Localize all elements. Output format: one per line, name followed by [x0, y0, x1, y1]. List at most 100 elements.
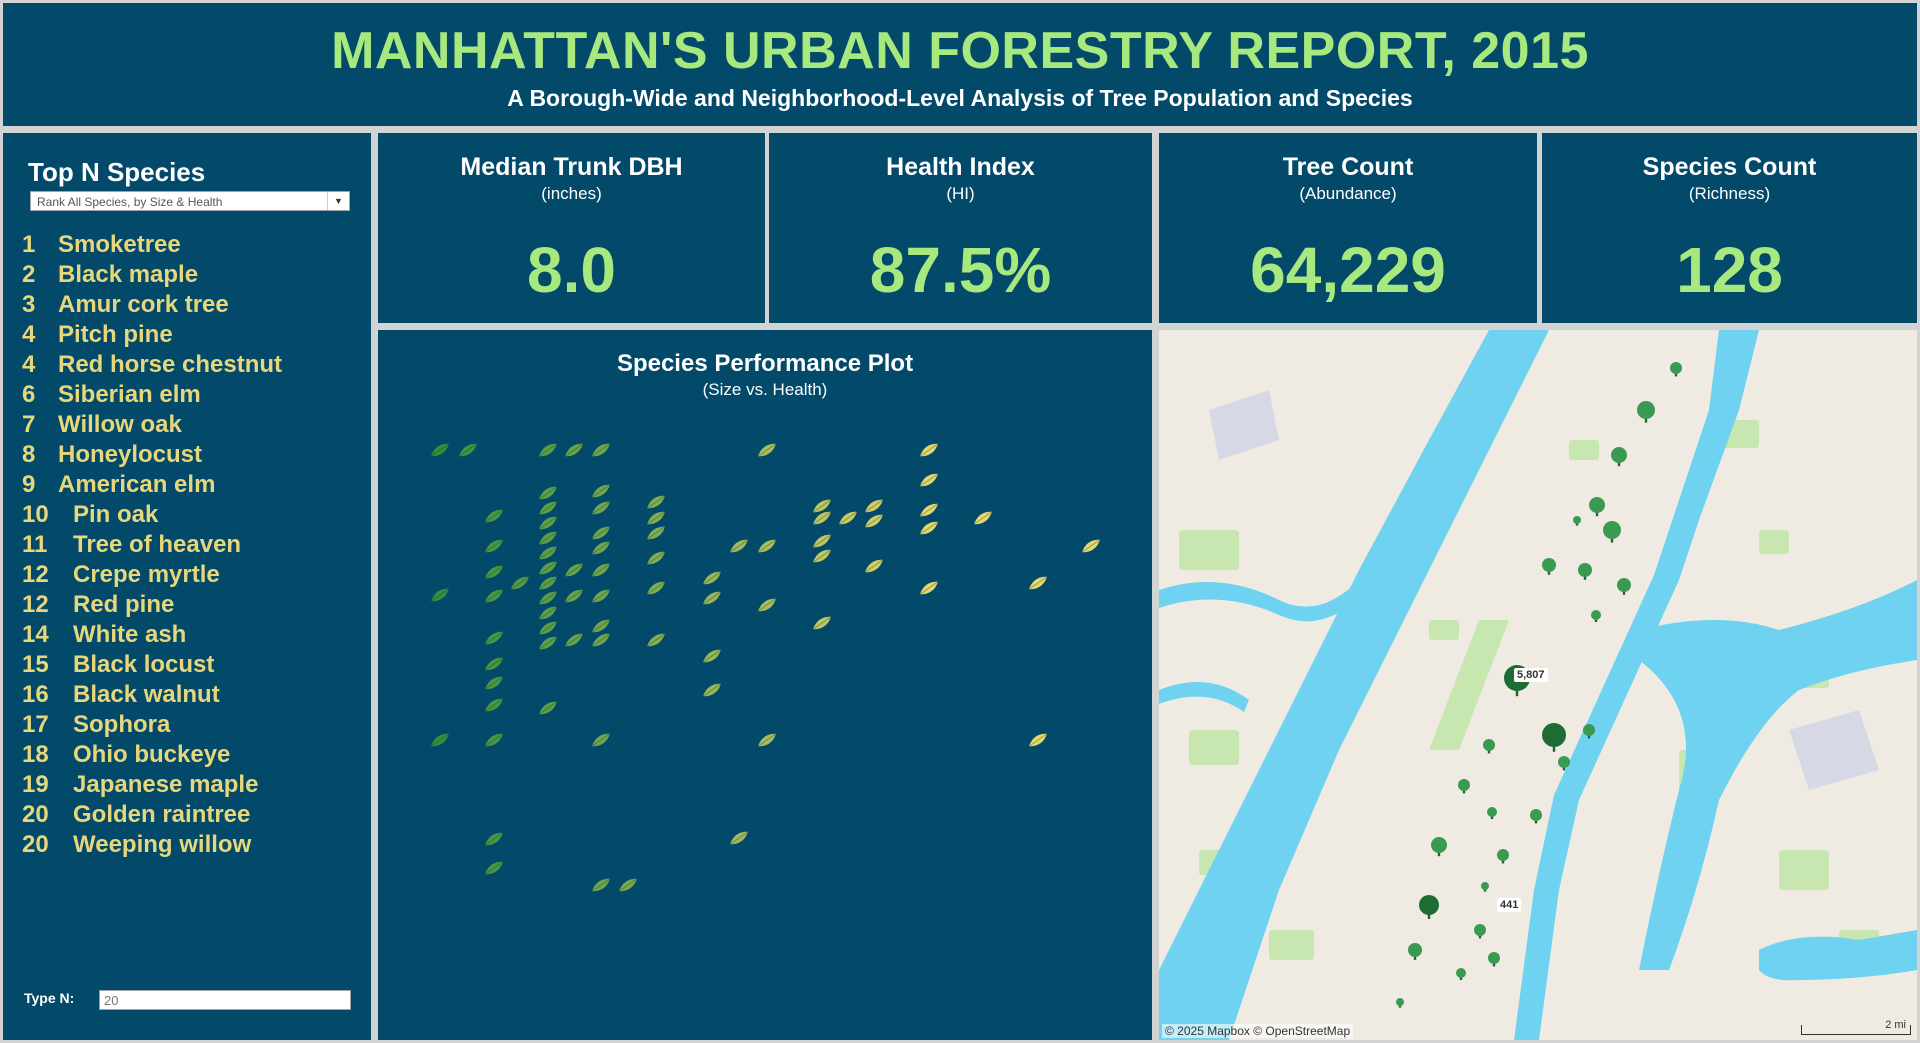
leaf-icon[interactable]: [483, 829, 506, 848]
leaf-icon[interactable]: [918, 470, 941, 489]
tree-icon[interactable]: [1408, 943, 1422, 960]
leaf-icon[interactable]: [457, 440, 480, 459]
leaf-icon[interactable]: [918, 578, 941, 597]
leaf-icon[interactable]: [918, 440, 941, 459]
species-list-item[interactable]: 10 Pin oak: [3, 501, 371, 531]
leaf-icon[interactable]: [509, 573, 532, 592]
leaf-icon[interactable]: [590, 523, 613, 542]
leaf-icon[interactable]: [537, 528, 560, 547]
tree-icon[interactable]: [1488, 952, 1500, 967]
leaf-icon[interactable]: [483, 586, 506, 605]
leaf-icon[interactable]: [483, 695, 506, 714]
leaf-icon[interactable]: [483, 654, 506, 673]
tree-icon[interactable]: [1474, 924, 1486, 939]
leaf-icon[interactable]: [483, 562, 506, 581]
leaf-icon[interactable]: [537, 543, 560, 562]
species-list-item[interactable]: 2 Black maple: [3, 261, 371, 291]
species-list-item[interactable]: 17 Sophora: [3, 711, 371, 741]
leaf-icon[interactable]: [537, 558, 560, 577]
tree-icon[interactable]: [1481, 882, 1489, 892]
tree-icon[interactable]: [1542, 723, 1566, 752]
leaf-icon[interactable]: [811, 496, 834, 515]
leaf-icon[interactable]: [701, 588, 724, 607]
tree-icon[interactable]: [1487, 807, 1497, 819]
leaf-icon[interactable]: [563, 630, 586, 649]
map-canvas[interactable]: [1159, 330, 1917, 1040]
leaf-icon[interactable]: [537, 633, 560, 652]
leaf-icon[interactable]: [811, 613, 834, 632]
leaf-icon[interactable]: [537, 573, 560, 592]
leaf-icon[interactable]: [645, 630, 668, 649]
leaf-icon[interactable]: [811, 531, 834, 550]
leaf-icon[interactable]: [645, 523, 668, 542]
leaf-icon[interactable]: [918, 500, 941, 519]
species-list-item[interactable]: 8 Honeylocust: [3, 441, 371, 471]
leaf-icon[interactable]: [483, 628, 506, 647]
tree-icon[interactable]: [1637, 401, 1655, 423]
species-list-item[interactable]: 12 Crepe myrtle: [3, 561, 371, 591]
neighborhood-map[interactable]: 5,807 441 © 2025 Mapbox © OpenStreetMap …: [1159, 330, 1917, 1040]
leaf-icon[interactable]: [590, 875, 613, 894]
leaf-icon[interactable]: [563, 586, 586, 605]
leaf-icon[interactable]: [429, 440, 452, 459]
leaf-icon[interactable]: [429, 585, 452, 604]
leaf-icon[interactable]: [537, 603, 560, 622]
leaf-icon[interactable]: [590, 538, 613, 557]
species-list-item[interactable]: 15 Black locust: [3, 651, 371, 681]
species-list-item[interactable]: 9 American elm: [3, 471, 371, 501]
tree-icon[interactable]: [1589, 497, 1605, 517]
leaf-icon[interactable]: [590, 630, 613, 649]
leaf-icon[interactable]: [701, 680, 724, 699]
tree-icon[interactable]: [1591, 610, 1601, 622]
leaf-icon[interactable]: [590, 730, 613, 749]
tree-icon[interactable]: [1611, 447, 1627, 467]
leaf-icon[interactable]: [645, 492, 668, 511]
leaf-icon[interactable]: [645, 578, 668, 597]
tree-icon[interactable]: [1497, 849, 1509, 864]
leaf-icon[interactable]: [1027, 730, 1050, 749]
leaf-icon[interactable]: [972, 508, 995, 527]
leaf-icon[interactable]: [645, 508, 668, 527]
species-list-item[interactable]: 20 Weeping willow: [3, 831, 371, 861]
leaf-icon[interactable]: [483, 730, 506, 749]
leaf-icon[interactable]: [837, 508, 860, 527]
leaf-icon[interactable]: [483, 673, 506, 692]
leaf-icon[interactable]: [863, 511, 886, 530]
leaf-icon[interactable]: [537, 588, 560, 607]
species-list-item[interactable]: 3 Amur cork tree: [3, 291, 371, 321]
leaf-icon[interactable]: [701, 568, 724, 587]
species-list-item[interactable]: 14 White ash: [3, 621, 371, 651]
leaf-icon[interactable]: [483, 858, 506, 877]
tree-icon[interactable]: [1542, 558, 1556, 575]
leaf-icon[interactable]: [617, 875, 640, 894]
leaf-icon[interactable]: [645, 548, 668, 567]
leaf-icon[interactable]: [537, 440, 560, 459]
tree-icon[interactable]: [1456, 968, 1466, 980]
leaf-icon[interactable]: [918, 518, 941, 537]
leaf-icon[interactable]: [728, 536, 751, 555]
tree-icon[interactable]: [1583, 724, 1595, 739]
tree-icon[interactable]: [1419, 895, 1439, 919]
species-list-item[interactable]: 16 Black walnut: [3, 681, 371, 711]
tree-icon[interactable]: [1603, 521, 1621, 543]
leaf-icon[interactable]: [537, 483, 560, 502]
leaf-icon[interactable]: [429, 730, 452, 749]
leaf-icon[interactable]: [537, 698, 560, 717]
tree-icon[interactable]: [1530, 809, 1542, 824]
tree-icon[interactable]: [1396, 998, 1404, 1008]
leaf-icon[interactable]: [590, 440, 613, 459]
tree-icon[interactable]: [1483, 739, 1495, 754]
rank-mode-dropdown[interactable]: Rank All Species, by Size & Health ▼: [30, 191, 350, 211]
tree-icon[interactable]: [1558, 756, 1570, 771]
leaf-icon[interactable]: [537, 513, 560, 532]
leaf-icon[interactable]: [1080, 536, 1103, 555]
tree-icon[interactable]: [1578, 563, 1592, 580]
leaf-icon[interactable]: [756, 536, 779, 555]
species-list-item[interactable]: 11 Tree of heaven: [3, 531, 371, 561]
leaf-icon[interactable]: [590, 586, 613, 605]
map-attribution[interactable]: © 2025 Mapbox © OpenStreetMap: [1162, 1024, 1354, 1038]
leaf-icon[interactable]: [811, 546, 834, 565]
species-list-item[interactable]: 4 Pitch pine: [3, 321, 371, 351]
species-list-item[interactable]: 4 Red horse chestnut: [3, 351, 371, 381]
leaf-icon[interactable]: [537, 618, 560, 637]
